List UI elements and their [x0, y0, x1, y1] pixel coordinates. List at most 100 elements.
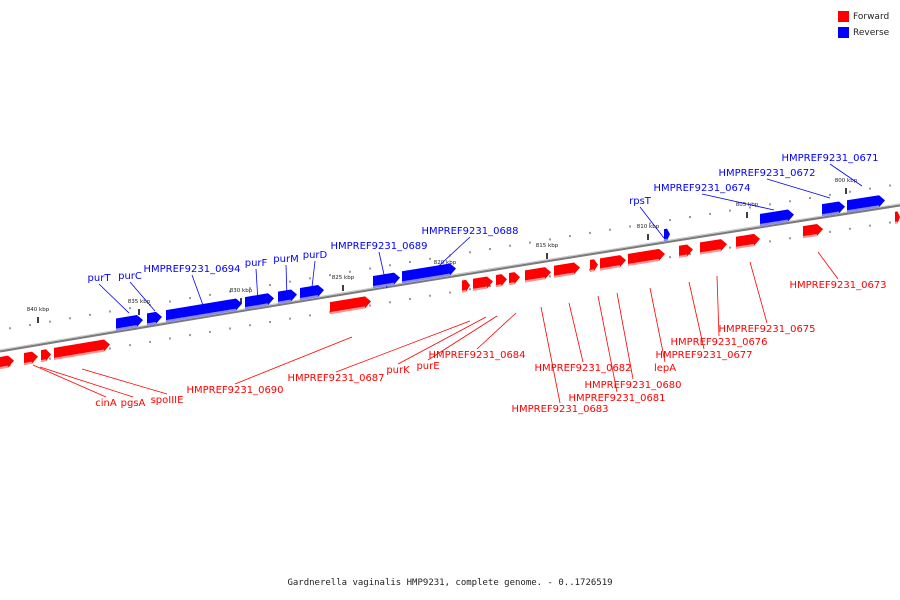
forward-gene-arrow-16 — [699, 239, 727, 255]
forward-gene-label-8: HMPREF9231_0684 — [428, 350, 525, 361]
reverse-gene-arrow-3 — [165, 298, 242, 323]
legend: Forward Reverse — [838, 9, 898, 41]
forward-gene-arrow-3 — [40, 349, 51, 363]
reverse-gene-arrow-7 — [372, 272, 400, 289]
forward-gene-arrow-11 — [553, 262, 580, 278]
scale-label: 825 kbp — [332, 275, 355, 281]
scale-label: 800 kbp — [835, 178, 858, 184]
connector-line — [234, 336, 353, 385]
forward-gene-label-9: HMPREF9231_0683 — [511, 404, 608, 415]
reverse-gene-arrow-9 — [663, 228, 670, 242]
connector-line — [616, 292, 634, 380]
scale-label: 830 kbp — [230, 288, 253, 294]
genome-caption: Gardnerella vaginalis HMP9231, complete … — [287, 578, 613, 588]
forward-gene-label-17: HMPREF9231_0673 — [789, 280, 886, 291]
forward-gene-arrow-1 — [0, 355, 14, 369]
scale-label: 815 kbp — [536, 243, 559, 249]
reverse-gene-label-8: HMPREF9231_0688 — [421, 226, 518, 237]
reverse-gene-arrow-1 — [115, 315, 143, 331]
connector-line — [81, 368, 168, 395]
legend-reverse-label: Reverse — [853, 27, 890, 38]
genome-backbone — [0, 203, 900, 353]
forward-gene-label-3: spoIIIE — [151, 395, 184, 406]
forward-gene-arrow-18 — [802, 223, 823, 239]
forward-gene-arrow-4 — [53, 339, 110, 360]
forward-swatch — [838, 11, 849, 22]
legend-forward: Forward — [838, 9, 898, 24]
connector-line — [32, 364, 107, 398]
reverse-gene-label-7: HMPREF9231_0689 — [330, 241, 427, 252]
reverse-gene-label-12: HMPREF9231_0671 — [781, 153, 878, 164]
reverse-gene-label-5: purM — [273, 254, 298, 265]
forward-gene-label-16: HMPREF9231_0675 — [718, 324, 815, 335]
forward-gene-arrow-17 — [735, 233, 760, 249]
connector-line — [829, 163, 863, 187]
reverse-gene-label-2: purC — [118, 271, 142, 282]
reverse-gene-arrow-12 — [846, 195, 885, 213]
forward-gene-arrow-8 — [495, 274, 507, 288]
scale-labels: 840 kbp 835 kbp 830 kbp 825 kbp 820 kbp 815 k… — [27, 178, 858, 323]
reverse-gene-arrow-6 — [299, 285, 324, 300]
forward-gene-arrow-12 — [589, 259, 598, 272]
connector-line — [766, 178, 831, 199]
forward-gene-arrow-7 — [472, 276, 493, 291]
connector-line — [817, 251, 839, 280]
legend-forward-label: Forward — [853, 11, 890, 22]
legend-reverse: Reverse — [838, 25, 898, 40]
forward-gene-label-2: pgsA — [121, 398, 146, 409]
connector-line — [568, 302, 584, 363]
scale-label: 810 kbp — [637, 224, 660, 230]
reverse-gene-arrow-5 — [277, 289, 297, 304]
forward-gene-label-14: HMPREF9231_0677 — [655, 350, 752, 361]
connector-line — [476, 312, 517, 350]
reverse-gene-label-11: HMPREF9231_0672 — [718, 168, 815, 179]
reverse-gene-label-9: rpsT — [629, 196, 652, 207]
connector-line — [129, 281, 156, 312]
reverse-gene-label-10: HMPREF9231_0674 — [653, 183, 750, 194]
reverse-gene-arrow-10 — [759, 209, 794, 226]
forward-gene-label-12: HMPREF9231_0680 — [584, 380, 681, 391]
label-connectors — [32, 163, 863, 404]
reverse-gene-label-1: purT — [88, 273, 112, 284]
connector-line — [191, 274, 205, 309]
scale-label: 820 kbp — [434, 260, 457, 266]
forward-gene-arrow-9 — [508, 272, 520, 285]
reverse-gene-label-6: purD — [303, 250, 328, 261]
scale-label: 840 kbp — [27, 307, 50, 313]
reverse-swatch — [838, 27, 849, 38]
forward-gene-label-13: lepA — [654, 363, 676, 374]
connector-line — [597, 295, 618, 393]
connector-line — [335, 320, 471, 373]
connector-line — [540, 306, 561, 404]
gene-arrows — [0, 195, 900, 369]
connector-line — [749, 261, 768, 324]
connector-line — [649, 287, 666, 363]
forward-gene-arrow-2 — [23, 351, 38, 365]
forward-gene-arrow-5 — [329, 296, 371, 315]
reverse-gene-label-3: HMPREF9231_0694 — [143, 264, 240, 275]
reverse-gene-arrow-4 — [244, 293, 274, 310]
forward-gene-arrow-19 — [894, 211, 900, 224]
connector-line — [397, 316, 487, 365]
forward-gene-arrow-13 — [599, 255, 626, 271]
tick-marks — [9, 184, 891, 367]
connector-line — [427, 315, 498, 361]
forward-gene-arrow-14 — [627, 248, 665, 266]
forward-gene-label-11: HMPREF9231_0681 — [568, 393, 665, 404]
forward-gene-label-10: HMPREF9231_0682 — [534, 363, 631, 374]
reverse-gene-arrow-8 — [401, 263, 456, 284]
reverse-gene-label-4: purF — [245, 258, 268, 269]
connector-line — [639, 206, 665, 239]
forward-gene-label-5: HMPREF9231_0687 — [287, 373, 384, 384]
forward-gene-arrow-15 — [678, 244, 693, 258]
forward-gene-label-4: HMPREF9231_0690 — [186, 385, 283, 396]
forward-gene-label-7: purE — [416, 361, 439, 372]
connector-line — [39, 366, 134, 398]
forward-gene-label-15: HMPREF9231_0676 — [670, 337, 767, 348]
scale-label: 805 kbp — [736, 202, 759, 208]
connector-line — [716, 275, 720, 337]
reverse-gene-arrow-2 — [146, 311, 162, 326]
connector-line — [701, 193, 775, 211]
